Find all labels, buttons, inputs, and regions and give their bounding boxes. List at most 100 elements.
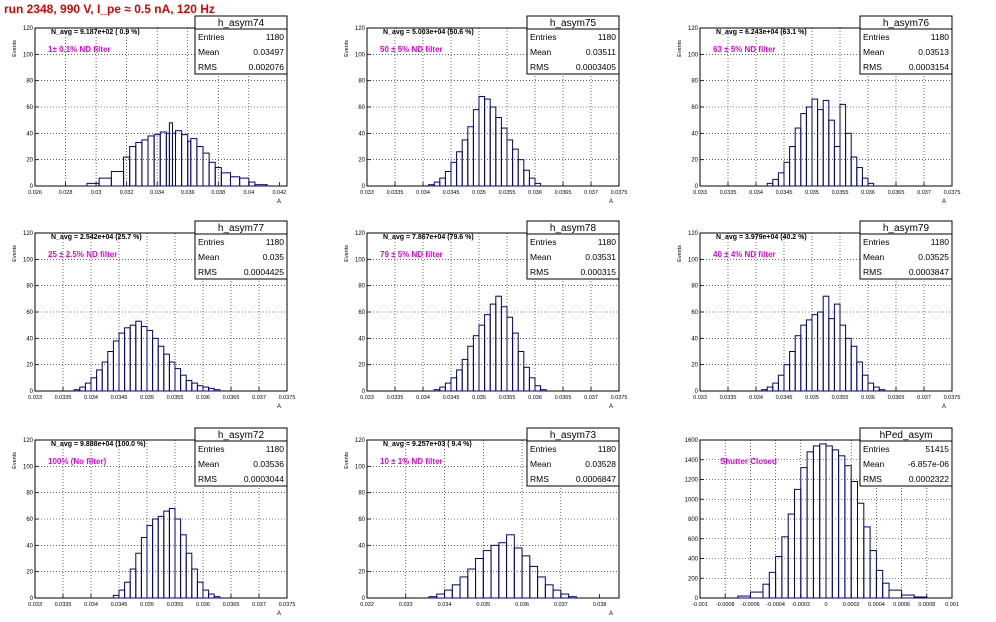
histogram-bin — [529, 565, 539, 599]
y-tick-label: 100 — [23, 464, 34, 470]
histogram-bin — [500, 127, 508, 187]
histogram-bin — [484, 314, 491, 392]
x-tick-label: 0.0365 — [555, 190, 572, 196]
histogram-bin — [512, 148, 519, 187]
histogram-bin — [450, 161, 458, 187]
stats-box-title: h_asym73 — [550, 430, 597, 441]
x-tick-label: 0.0345 — [776, 190, 793, 196]
histogram-bin — [828, 119, 835, 187]
stats-value-entries: 1180 — [931, 237, 950, 247]
histogram-bin — [777, 172, 785, 187]
histogram-bin — [129, 568, 137, 599]
x-tick-label: 0.033 — [693, 190, 707, 196]
histogram-bin — [124, 581, 131, 599]
histogram-bin — [489, 303, 497, 392]
x-tick-label: 0.037 — [584, 395, 598, 401]
x-tick-label: 0.0006 — [893, 602, 910, 608]
histogram-bin — [831, 449, 840, 599]
histogram-bin — [174, 368, 182, 392]
stats-label-mean: Mean — [198, 459, 220, 469]
histogram-bin — [90, 377, 98, 392]
y-axis-label: Events — [677, 245, 683, 262]
x-tick-label: 0.033 — [28, 395, 42, 401]
filter-label: 50 ± 5% ND filter — [380, 45, 443, 54]
histogram-bin — [180, 534, 187, 599]
filter-label: 63 ± 5% ND filter — [713, 45, 776, 54]
histogram-bin — [436, 593, 446, 599]
x-tick-label: 0.0008 — [918, 602, 935, 608]
x-tick-label: 0.035 — [472, 190, 486, 196]
histogram-bin — [185, 379, 193, 392]
histogram-bin — [534, 182, 542, 187]
stats-value-rms: 0.0003154 — [909, 62, 949, 72]
histogram-bin — [86, 182, 100, 187]
histogram-bin — [147, 135, 155, 187]
stats-box-title: h_asym79 — [883, 223, 930, 234]
x-tick-label: 0.0375 — [611, 190, 628, 196]
filter-label: 40 ± 4% ND filter — [713, 250, 776, 259]
y-tick-label: 100 — [355, 257, 366, 263]
x-axis-label: A — [942, 199, 946, 205]
histogram-bin — [528, 377, 536, 392]
histogram-bin — [825, 445, 833, 599]
x-tick-label: 0.0365 — [888, 395, 905, 401]
x-tick-label: 0.0335 — [55, 602, 72, 608]
histogram-bin — [537, 576, 546, 599]
y-tick-label: 100 — [355, 464, 366, 470]
y-tick-label: 0 — [695, 389, 699, 395]
y-tick-label: 120 — [355, 26, 366, 32]
x-tick-label: 0.035 — [140, 602, 154, 608]
histogram-bin — [534, 385, 542, 392]
navg-annotation: N_avg = 7.867e+04 (79.6 %) — [383, 234, 474, 241]
histogram-bin — [772, 178, 779, 187]
navg-annotation: N_avg = 2.542e+04 (25.7 %) — [51, 234, 142, 241]
histogram-bin — [819, 443, 827, 599]
histogram-bin — [766, 182, 774, 187]
histogram-bin — [444, 171, 452, 187]
histogram-bin — [867, 182, 875, 187]
histogram-bin — [202, 589, 210, 599]
histogram-bin — [768, 571, 777, 599]
y-tick-label: 40 — [691, 336, 698, 342]
stats-value-mean: 0.03528 — [585, 459, 616, 469]
stats-label-rms: RMS — [863, 267, 882, 277]
histogram-bin — [794, 127, 802, 187]
histogram-bin — [781, 536, 789, 599]
histogram-bin — [180, 374, 187, 392]
histogram-bin — [141, 139, 149, 187]
x-tick-label: 0.038 — [211, 190, 225, 196]
x-tick-label: 0.0335 — [720, 190, 737, 196]
histogram-bin — [213, 389, 221, 392]
y-tick-label: 80 — [358, 79, 365, 85]
histogram-bin — [777, 374, 785, 392]
filter-label: 1± 0.1% ND filter — [48, 45, 111, 54]
stats-label-entries: Entries — [198, 444, 224, 454]
filter-label: 79 ± 5% ND filter — [380, 250, 443, 259]
histogram-bin — [800, 324, 807, 392]
x-tick-label: 0.0375 — [279, 395, 296, 401]
y-tick-label: 20 — [26, 570, 33, 576]
stats-box-title: h_asym76 — [883, 18, 930, 29]
x-tick-label: 0.0355 — [499, 395, 516, 401]
y-tick-label: 40 — [26, 336, 33, 342]
histogram-bin — [163, 353, 170, 392]
x-tick-label: 0.033 — [360, 190, 374, 196]
y-tick-label: 80 — [358, 491, 365, 497]
histogram-bin — [544, 584, 554, 599]
histogram-bin — [867, 382, 875, 392]
y-tick-label: 0 — [362, 184, 366, 190]
stats-value-mean: -6.857e-06 — [908, 459, 949, 469]
x-tick-label: 0.0375 — [944, 190, 961, 196]
y-tick-label: 0 — [362, 389, 366, 395]
filter-label: 25 ± 2.5% ND filter — [48, 250, 117, 259]
histogram-bin — [110, 171, 125, 187]
x-tick-label: 0.036 — [196, 395, 210, 401]
histogram-panel-h_asym74: 0 20 40 60 80 100 120 0.026 0.028 0.03 0.032 0.034 0… — [12, 15, 288, 205]
histogram-bin — [861, 374, 869, 392]
histogram-bin — [428, 184, 435, 187]
x-tick-label: 0.026 — [28, 190, 42, 196]
histogram-bin — [433, 181, 441, 187]
x-tick-label: 0.037 — [584, 190, 598, 196]
histogram-bin — [439, 177, 446, 187]
x-tick-label: 0.037 — [252, 395, 266, 401]
